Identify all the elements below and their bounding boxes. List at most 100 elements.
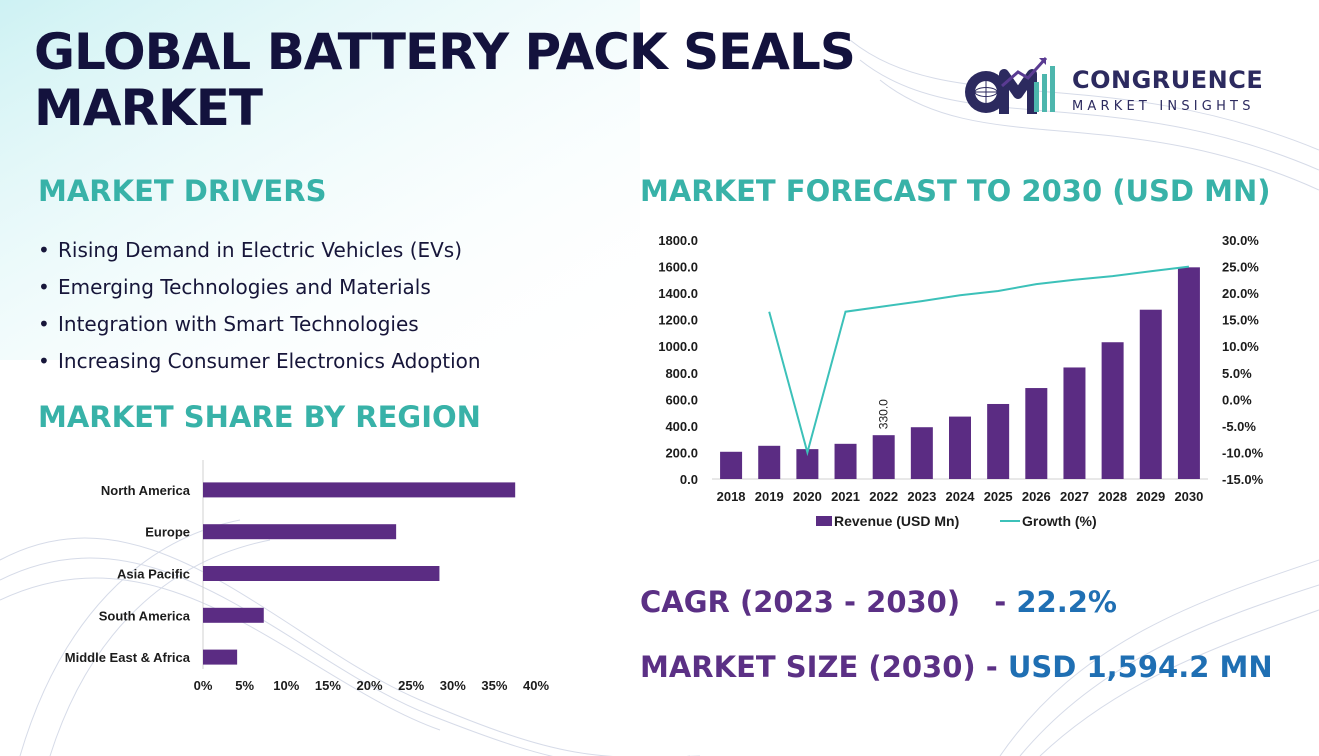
revenue-bar bbox=[758, 445, 781, 479]
page-title-line1: GLOBAL BATTERY PACK SEALS bbox=[34, 23, 856, 81]
region-share-heading: MARKET SHARE BY REGION bbox=[38, 400, 481, 434]
region-bar bbox=[203, 482, 516, 498]
forecast-right-tick-label: 30.0% bbox=[1222, 233, 1259, 248]
forecast-right-tick-label: -5.0% bbox=[1222, 419, 1256, 434]
forecast-left-tick-label: 1600.0 bbox=[658, 260, 698, 275]
forecast-right-tick-label: 25.0% bbox=[1222, 260, 1259, 275]
region-x-tick-label: 30% bbox=[440, 678, 466, 693]
page-title: GLOBAL BATTERY PACK SEALS MARKET bbox=[34, 23, 856, 137]
forecast-right-tick-label: -10.0% bbox=[1222, 445, 1264, 460]
revenue-data-label: 330.0 bbox=[877, 399, 891, 429]
bullet-icon: • bbox=[38, 312, 50, 336]
revenue-bar bbox=[1177, 267, 1200, 479]
forecast-x-tick-label: 2028 bbox=[1098, 489, 1127, 504]
region-x-tick-label: 10% bbox=[273, 678, 299, 693]
forecast-left-tick-label: 200.0 bbox=[665, 445, 698, 460]
region-bar bbox=[203, 524, 397, 540]
forecast-x-tick-label: 2029 bbox=[1136, 489, 1165, 504]
forecast-x-tick-label: 2030 bbox=[1174, 489, 1203, 504]
forecast-left-tick-label: 0.0 bbox=[680, 472, 698, 487]
revenue-bar bbox=[1025, 388, 1048, 479]
forecast-x-tick-label: 2024 bbox=[946, 489, 976, 504]
logo-mark-icon bbox=[965, 56, 1055, 114]
revenue-bar bbox=[834, 443, 857, 479]
region-x-tick-label: 5% bbox=[235, 678, 254, 693]
company-logo: CONGRUENCE MARKET INSIGHTS bbox=[962, 52, 1292, 124]
revenue-bar bbox=[1063, 367, 1086, 479]
revenue-bar bbox=[949, 416, 971, 479]
forecast-left-tick-label: 1800.0 bbox=[658, 233, 698, 248]
region-category-label: South America bbox=[99, 608, 191, 623]
forecast-left-tick-label: 1400.0 bbox=[658, 286, 698, 301]
region-x-tick-label: 0% bbox=[194, 678, 213, 693]
bullet-icon: • bbox=[38, 349, 50, 373]
market-drivers-list: • Rising Demand in Electric Vehicles (EVs… bbox=[38, 232, 481, 380]
region-category-label: Middle East & Africa bbox=[65, 650, 191, 665]
cagr-line: CAGR (2023 - 2030) - 22.2% bbox=[640, 585, 1117, 619]
driver-item-text: Integration with Smart Technologies bbox=[58, 312, 419, 336]
forecast-x-tick-label: 2023 bbox=[907, 489, 936, 504]
region-x-tick-label: 20% bbox=[356, 678, 382, 693]
forecast-x-tick-label: 2026 bbox=[1022, 489, 1051, 504]
legend-revenue-label: Revenue (USD Mn) bbox=[834, 513, 959, 529]
region-bar bbox=[203, 607, 264, 623]
region-x-tick-label: 25% bbox=[398, 678, 424, 693]
legend-revenue-swatch bbox=[816, 516, 832, 526]
bullet-icon: • bbox=[38, 275, 50, 299]
forecast-x-tick-label: 2025 bbox=[984, 489, 1013, 504]
region-share-chart: North America Europe Asia Pacific South Ame… bbox=[65, 460, 549, 693]
cagr-value: 22.2% bbox=[1016, 585, 1117, 619]
forecast-left-tick-label: 400.0 bbox=[665, 419, 698, 434]
forecast-x-tick-label: 2021 bbox=[831, 489, 860, 504]
region-x-tick-label: 40% bbox=[523, 678, 549, 693]
region-bar bbox=[203, 566, 440, 581]
forecast-left-tick-label: 1200.0 bbox=[658, 313, 698, 328]
driver-item: • Rising Demand in Electric Vehicles (EVs… bbox=[38, 232, 481, 269]
forecast-right-tick-label: 5.0% bbox=[1222, 366, 1252, 381]
forecast-right-tick-label: 0.0% bbox=[1222, 392, 1252, 407]
forecast-x-tick-label: 2020 bbox=[793, 489, 822, 504]
cagr-dash: - bbox=[994, 585, 1017, 619]
region-category-label: Asia Pacific bbox=[117, 567, 190, 582]
region-category-label: North America bbox=[101, 483, 191, 498]
region-x-tick-label: 35% bbox=[481, 678, 507, 693]
market-size-label: MARKET SIZE (2030) - bbox=[640, 650, 1008, 684]
driver-item: • Integration with Smart Technologies bbox=[38, 306, 481, 343]
revenue-bar bbox=[987, 403, 1010, 479]
region-category-label: Europe bbox=[145, 525, 190, 540]
region-bar bbox=[203, 649, 238, 665]
forecast-x-tick-label: 2019 bbox=[755, 489, 784, 504]
revenue-bar bbox=[910, 427, 933, 479]
revenue-bar bbox=[796, 449, 819, 479]
forecast-left-tick-label: 800.0 bbox=[665, 366, 698, 381]
market-size-value: USD 1,594.2 MN bbox=[1007, 650, 1273, 684]
forecast-right-tick-label: 15.0% bbox=[1222, 313, 1259, 328]
driver-item-text: Rising Demand in Electric Vehicles (EVs) bbox=[58, 238, 463, 262]
forecast-chart: 0.0 200.0 400.0 600.0 800.0 1000.0 1200.0 1400.… bbox=[658, 233, 1264, 529]
logo-subtitle-text: MARKET INSIGHTS bbox=[1072, 99, 1255, 114]
page-title-line2: MARKET bbox=[34, 79, 263, 137]
forecast-x-tick-label: 2027 bbox=[1060, 489, 1089, 504]
market-size-line: MARKET SIZE (2030) - USD 1,594.2 MN bbox=[640, 650, 1273, 684]
revenue-bar bbox=[872, 435, 895, 479]
forecast-left-tick-label: 600.0 bbox=[665, 392, 698, 407]
forecast-x-tick-label: 2018 bbox=[717, 489, 746, 504]
forecast-right-tick-label: 20.0% bbox=[1222, 286, 1259, 301]
cagr-label: CAGR (2023 - 2030) bbox=[640, 585, 961, 619]
driver-item-text: Emerging Technologies and Materials bbox=[58, 275, 431, 299]
forecast-x-tick-label: 2022 bbox=[869, 489, 898, 504]
driver-item: • Emerging Technologies and Materials bbox=[38, 269, 481, 306]
driver-item-text: Increasing Consumer Electronics Adoption bbox=[58, 349, 481, 373]
forecast-heading: MARKET FORECAST TO 2030 (USD MN) bbox=[640, 174, 1271, 208]
forecast-right-tick-label: -15.0% bbox=[1222, 472, 1264, 487]
region-x-tick-label: 15% bbox=[315, 678, 341, 693]
growth-line bbox=[768, 265, 1190, 457]
forecast-left-tick-label: 1000.0 bbox=[658, 339, 698, 354]
logo-brand-text: CONGRUENCE bbox=[1072, 66, 1264, 94]
forecast-right-tick-label: 10.0% bbox=[1222, 339, 1259, 354]
legend-growth-label: Growth (%) bbox=[1022, 513, 1097, 529]
bullet-icon: • bbox=[38, 238, 50, 262]
driver-item: • Increasing Consumer Electronics Adoptio… bbox=[38, 343, 481, 380]
revenue-bar bbox=[1101, 342, 1124, 479]
